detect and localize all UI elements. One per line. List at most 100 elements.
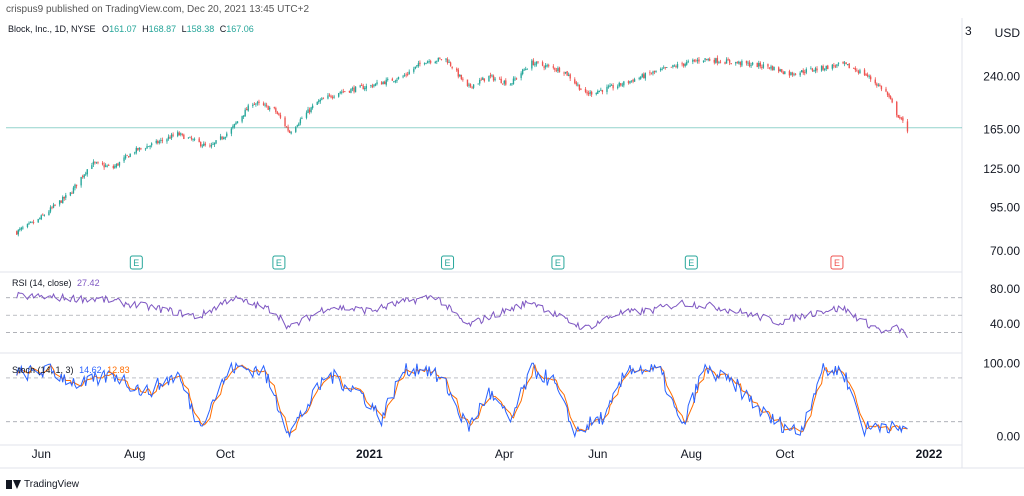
candle-body[interactable] (406, 74, 409, 76)
candle-body[interactable] (308, 109, 311, 113)
candle-body[interactable] (713, 59, 715, 63)
candle-body[interactable] (425, 62, 427, 64)
candle-body[interactable] (39, 218, 41, 220)
candle-body[interactable] (140, 148, 142, 150)
candle-body[interactable] (52, 204, 55, 208)
candle-body[interactable] (544, 65, 547, 68)
candle-body[interactable] (180, 133, 182, 135)
candle-body[interactable] (97, 162, 99, 164)
candle-body[interactable] (693, 60, 696, 61)
candle-body[interactable] (445, 58, 447, 60)
candle-body[interactable] (641, 74, 643, 78)
candle-body[interactable] (437, 57, 440, 61)
candle-body[interactable] (247, 105, 249, 111)
candle-body[interactable] (794, 73, 797, 75)
candle-body[interactable] (621, 84, 624, 86)
candle-body[interactable] (284, 117, 286, 126)
candle-body[interactable] (252, 104, 254, 106)
candle-body[interactable] (511, 83, 513, 85)
candle-body[interactable] (512, 78, 515, 85)
candle-body[interactable] (869, 76, 872, 80)
candle-body[interactable] (319, 100, 321, 102)
candle-body[interactable] (19, 228, 21, 230)
candle-body[interactable] (396, 79, 398, 82)
candle-body[interactable] (117, 163, 119, 166)
candle-body[interactable] (221, 137, 223, 139)
candle-body[interactable] (537, 61, 539, 63)
candle-body[interactable] (580, 89, 582, 91)
candle-body[interactable] (215, 140, 217, 144)
candle-body[interactable] (383, 81, 386, 84)
candle-body[interactable] (219, 136, 222, 140)
candle-body[interactable] (278, 113, 280, 116)
candle-body[interactable] (735, 62, 737, 64)
candle-body[interactable] (49, 207, 52, 212)
candle-body[interactable] (661, 68, 663, 70)
candle-body[interactable] (564, 71, 567, 74)
candle-body[interactable] (177, 132, 179, 137)
candle-body[interactable] (567, 74, 570, 76)
candle-body[interactable] (287, 126, 289, 131)
candle-body[interactable] (91, 165, 93, 169)
candle-body[interactable] (54, 204, 56, 206)
candle-body[interactable] (906, 121, 909, 132)
candle-body[interactable] (589, 91, 591, 94)
candle-body[interactable] (71, 193, 73, 194)
candle-body[interactable] (716, 57, 719, 63)
candle-body[interactable] (623, 81, 625, 86)
candle-body[interactable] (843, 62, 846, 64)
earnings-marker[interactable] (830, 255, 844, 270)
candle-body[interactable] (831, 64, 834, 69)
candle-body[interactable] (451, 66, 453, 69)
candle-body[interactable] (158, 141, 161, 143)
candle-body[interactable] (609, 85, 611, 87)
candle-body[interactable] (42, 214, 44, 216)
candle-body[interactable] (558, 67, 561, 73)
candle-body[interactable] (172, 134, 174, 136)
candle-body[interactable] (899, 116, 901, 119)
candle-body[interactable] (525, 68, 527, 70)
candle-body[interactable] (610, 85, 613, 86)
candle-body[interactable] (397, 77, 400, 80)
candle-body[interactable] (736, 62, 738, 64)
candle-body[interactable] (563, 72, 565, 74)
candle-body[interactable] (758, 62, 760, 67)
candle-body[interactable] (600, 89, 602, 91)
candle-body[interactable] (348, 90, 351, 93)
candle-body[interactable] (256, 102, 259, 104)
candle-body[interactable] (627, 81, 630, 83)
candle-body[interactable] (709, 59, 711, 61)
candle-body[interactable] (43, 215, 46, 216)
candle-body[interactable] (429, 61, 432, 63)
candle-body[interactable] (189, 136, 191, 138)
candle-body[interactable] (557, 68, 559, 71)
candle-body[interactable] (479, 79, 481, 84)
candle-body[interactable] (29, 222, 32, 224)
candle-body[interactable] (546, 65, 548, 67)
candle-body[interactable] (724, 62, 726, 64)
candle-body[interactable] (40, 215, 42, 220)
candle-body[interactable] (376, 82, 378, 84)
candle-body[interactable] (554, 67, 556, 70)
candle-body[interactable] (155, 140, 157, 143)
candle-body[interactable] (135, 147, 138, 153)
candle-body[interactable] (653, 70, 656, 73)
candle-body[interactable] (480, 79, 482, 81)
candle-body[interactable] (509, 84, 512, 86)
candle-body[interactable] (791, 72, 794, 75)
candle-body[interactable] (181, 133, 183, 135)
candle-body[interactable] (535, 61, 538, 65)
candle-body[interactable] (574, 79, 576, 84)
candle-body[interactable] (359, 85, 361, 87)
candle-body[interactable] (696, 60, 699, 62)
candle-body[interactable] (466, 79, 469, 86)
candle-body[interactable] (488, 75, 490, 82)
candle-body[interactable] (698, 59, 700, 62)
candle-body[interactable] (682, 63, 685, 66)
candle-body[interactable] (725, 59, 728, 64)
candle-body[interactable] (69, 192, 72, 196)
candle-body[interactable] (655, 71, 657, 72)
candle-body[interactable] (670, 66, 673, 68)
candle-body[interactable] (192, 139, 194, 141)
